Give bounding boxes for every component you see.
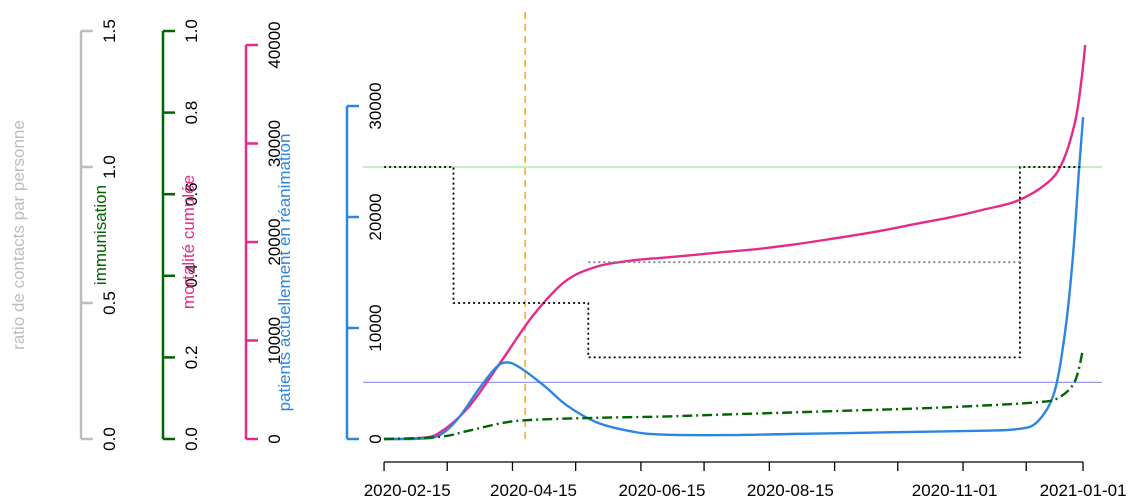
y-tick-label-icu-3: 30000 xyxy=(366,82,385,129)
y-tick-label-immun-0: 0.0 xyxy=(182,427,201,451)
x-tick-label-5: 2021-01-01 xyxy=(1040,481,1127,500)
x-tick-label-2: 2020-06-15 xyxy=(618,481,705,500)
y-tick-label-mort-2: 20000 xyxy=(265,218,284,265)
y-axis-title-icu: patients actuellement en réanimation xyxy=(275,134,294,412)
y-tick-label-immun-4: 0.8 xyxy=(182,101,201,125)
y-tick-label-mort-1: 10000 xyxy=(265,317,284,364)
y-tick-label-mort-4: 40000 xyxy=(265,21,284,68)
y-axis-title-contacts: ratio de contacts par personne xyxy=(9,120,28,350)
series-icu-1 xyxy=(384,116,1085,441)
x-tick-label-4: 2020-11-01 xyxy=(912,481,998,500)
y-tick-label-immun-1: 0.2 xyxy=(182,346,201,370)
series-contacts-3 xyxy=(384,166,1081,359)
plot-series xyxy=(384,44,1087,441)
y-tick-label-immun-3: 0.6 xyxy=(182,182,201,206)
y-tick-label-mort-3: 30000 xyxy=(265,120,284,167)
y-axis-title-mort: mortalité cumulée xyxy=(179,175,198,309)
y-tick-label-contacts-2: 1.0 xyxy=(100,155,119,179)
y-tick-label-icu-1: 10000 xyxy=(366,304,385,351)
reference-lines xyxy=(363,12,1102,439)
y-tick-label-immun-2: 0.4 xyxy=(182,264,201,288)
y-axis-immun: 0.0 0.2 0.4 0.6 0.8 1.0 immunisation xyxy=(91,19,201,451)
y-tick-label-immun-5: 1.0 xyxy=(182,19,201,43)
y-tick-label-contacts-1: 0.5 xyxy=(100,291,119,315)
y-tick-label-icu-2: 20000 xyxy=(366,193,385,240)
y-tick-label-icu-0: 0 xyxy=(366,434,385,443)
x-tick-label-0: 2020-02-15 xyxy=(364,481,451,500)
series-mort-0 xyxy=(384,44,1087,441)
x-tick-label-1: 2020-04-15 xyxy=(490,481,577,500)
x-axis: 2020-02-15 2020-04-15 2020-06-15 2020-08-15… xyxy=(364,461,1127,500)
y-axis-contacts: 0.0 0.5 1.0 1.5 ratio de contacts par person… xyxy=(9,19,119,451)
y-axis-icu: 0 10000 20000 30000 patients actuellement en… xyxy=(275,82,385,443)
y-axes: 0.0 0.5 1.0 1.5 ratio de contacts par person… xyxy=(9,19,385,451)
series-immun-2 xyxy=(384,348,1085,441)
x-tick-label-3: 2020-08-15 xyxy=(747,481,834,500)
y-tick-label-contacts-3: 1.5 xyxy=(100,19,119,43)
y-axis-mort: 0 10000 20000 30000 40000 mortalité cumulée xyxy=(179,21,284,443)
y-axis-title-immun: immunisation xyxy=(91,185,110,285)
y-tick-label-mort-0: 0 xyxy=(265,434,284,443)
y-tick-label-contacts-0: 0.0 xyxy=(100,427,119,451)
